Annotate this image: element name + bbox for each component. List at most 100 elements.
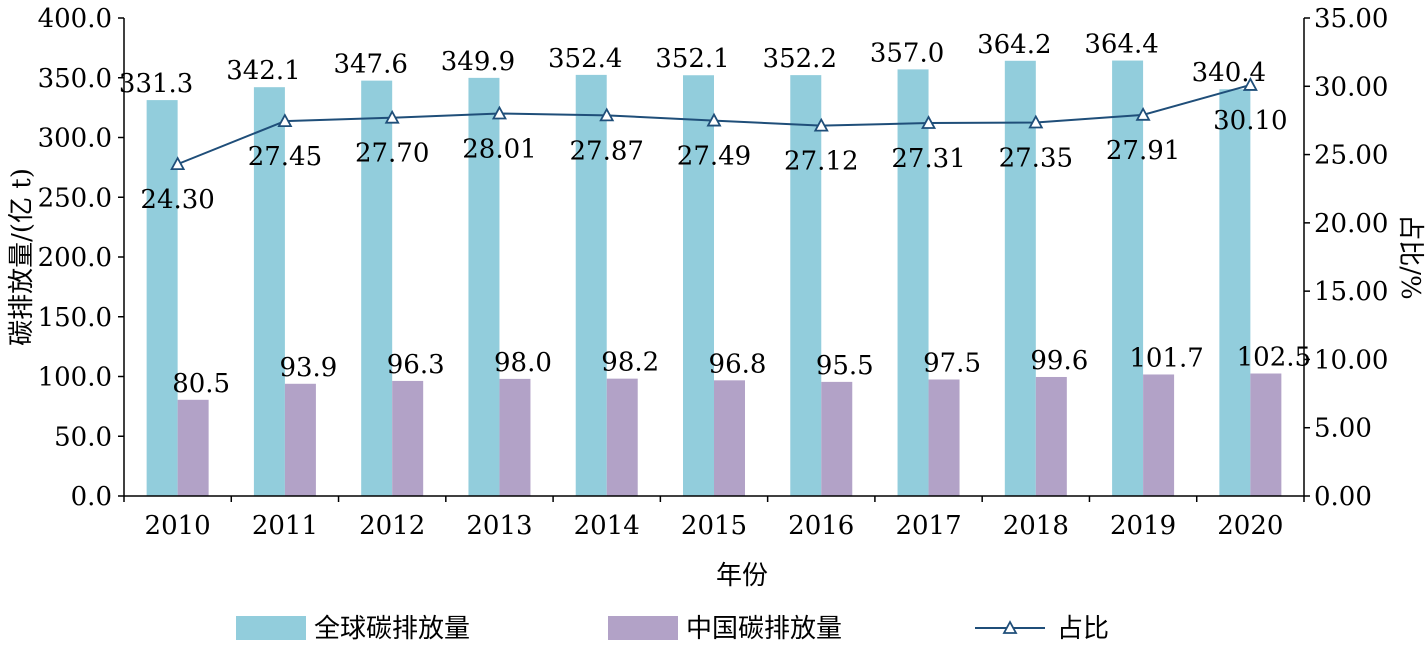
x-tick-label: 2020 [1217,511,1283,541]
x-tick-label: 2019 [1110,511,1176,541]
x-tick-label: 2015 [681,511,747,541]
x-tick-label: 2010 [145,511,211,541]
data-label-ratio: 27.70 [355,139,429,169]
ratio-marker-2020 [1242,77,1258,91]
x-tick-label: 2012 [359,511,425,541]
legend-label-china: 中国碳排放量 [686,614,842,644]
ratio-marker-2010 [170,156,186,171]
bar-global-2015 [683,75,714,496]
data-label-ratio: 27.35 [999,143,1073,173]
bar-china-2020 [1250,373,1282,496]
data-label-ratio: 27.49 [677,142,751,172]
legend-swatch-china [608,616,678,640]
bar-china-2012 [392,380,424,496]
bar-global-2019 [1112,60,1144,497]
data-label-ratio: 24.30 [140,185,214,215]
bar-china-2019 [1143,374,1175,496]
bar-china-2010 [177,399,209,496]
legend-label-global: 全球碳排放量 [314,614,470,644]
y-tick-label-right: 20.00 [1314,209,1388,239]
data-label-china: 93.9 [279,353,337,383]
data-label-ratio: 27.91 [1106,136,1180,166]
bar-china-2016 [821,381,853,496]
data-label-china: 102.5 [1237,343,1311,373]
legend-swatch-global [236,616,306,640]
bar-global-2014 [575,74,607,496]
ratio-marker-2018 [1028,114,1044,129]
data-label-global: 340.4 [1192,58,1266,88]
ratio-marker-2014 [599,107,615,122]
data-label-ratio: 27.45 [248,142,322,172]
legend-marker-ratio [1002,620,1018,634]
x-tick-label: 2018 [1003,511,1069,541]
data-label-china: 80.5 [172,369,230,399]
bar-global-2016 [790,75,822,496]
data-label-global: 331.3 [119,69,193,99]
y-tick-label-left: 350.0 [38,64,112,94]
bar-global-2012 [361,80,393,497]
data-label-china: 98.0 [494,348,552,378]
y-tick-label-right: 35.00 [1314,4,1388,34]
data-label-ratio: 27.12 [784,147,858,177]
data-label-global: 349.9 [441,47,515,77]
x-tick-label: 2016 [788,511,854,541]
data-label-global: 357.0 [870,38,944,68]
data-label-global: 364.2 [977,30,1051,60]
y-tick-label-left: 0.0 [71,482,112,512]
bar-china-2018 [1035,376,1067,496]
legend-label-ratio: 占比 [1057,614,1109,644]
y-tick-label-right: 0.00 [1314,482,1372,512]
data-label-china: 95.5 [816,351,874,381]
data-label-china: 96.8 [709,349,767,379]
y-tick-label-right: 30.00 [1314,72,1388,102]
y-tick-label-left: 300.0 [38,124,112,154]
data-label-global: 352.1 [655,44,729,74]
data-label-china: 96.3 [387,350,445,380]
ratio-marker-2012 [384,109,400,124]
y-tick-label-left: 100.0 [38,363,112,393]
x-tick-label: 2014 [574,511,640,541]
data-label-global: 352.2 [763,44,837,74]
data-label-china: 99.6 [1030,346,1088,376]
x-tick-label: 2013 [466,511,532,541]
x-axis-title: 年份 [716,561,768,591]
bar-global-2013 [468,77,500,496]
ratio-marker-2017 [921,115,937,129]
y-tick-label-left: 400.0 [38,4,112,34]
bar-china-2011 [284,383,316,496]
y-axis-title-left: 碳排放量/(亿 t) [7,168,37,346]
y-tick-label-left: 150.0 [38,303,112,333]
ratio-marker-2011 [277,113,293,128]
data-label-global: 347.6 [333,50,407,80]
data-label-ratio: 27.87 [570,136,644,166]
data-label-ratio: 30.10 [1213,106,1287,136]
y-tick-label-right: 5.00 [1314,414,1372,444]
data-label-global: 352.4 [548,44,622,74]
bar-global-2017 [897,69,929,496]
y-tick-label-right: 10.00 [1314,345,1388,375]
y-tick-label-right: 15.00 [1314,277,1388,307]
data-label-china: 98.2 [601,348,659,378]
y-tick-label-left: 250.0 [38,183,112,213]
y-tick-label-left: 200.0 [38,243,112,273]
x-tick-label: 2017 [895,511,961,541]
y-axis-title-right: 占比/% [1395,214,1425,299]
ratio-marker-2013 [491,105,507,120]
data-label-ratio: 28.01 [462,134,536,164]
data-label-china: 97.5 [923,348,981,378]
bar-china-2013 [499,378,531,496]
bar-global-2011 [253,87,285,497]
bar-global-2020 [1219,89,1251,497]
y-tick-label-right: 25.00 [1314,141,1388,171]
bar-china-2017 [928,379,960,496]
data-label-ratio: 27.31 [891,144,965,174]
bar-global-2018 [1004,60,1036,496]
ratio-marker-2015 [706,112,722,127]
ratio-marker-2016 [813,117,829,132]
bar-china-2014 [606,378,638,496]
bar-global-2010 [146,100,178,496]
data-label-global: 364.4 [1084,30,1158,60]
y-tick-label-left: 50.0 [54,422,112,452]
